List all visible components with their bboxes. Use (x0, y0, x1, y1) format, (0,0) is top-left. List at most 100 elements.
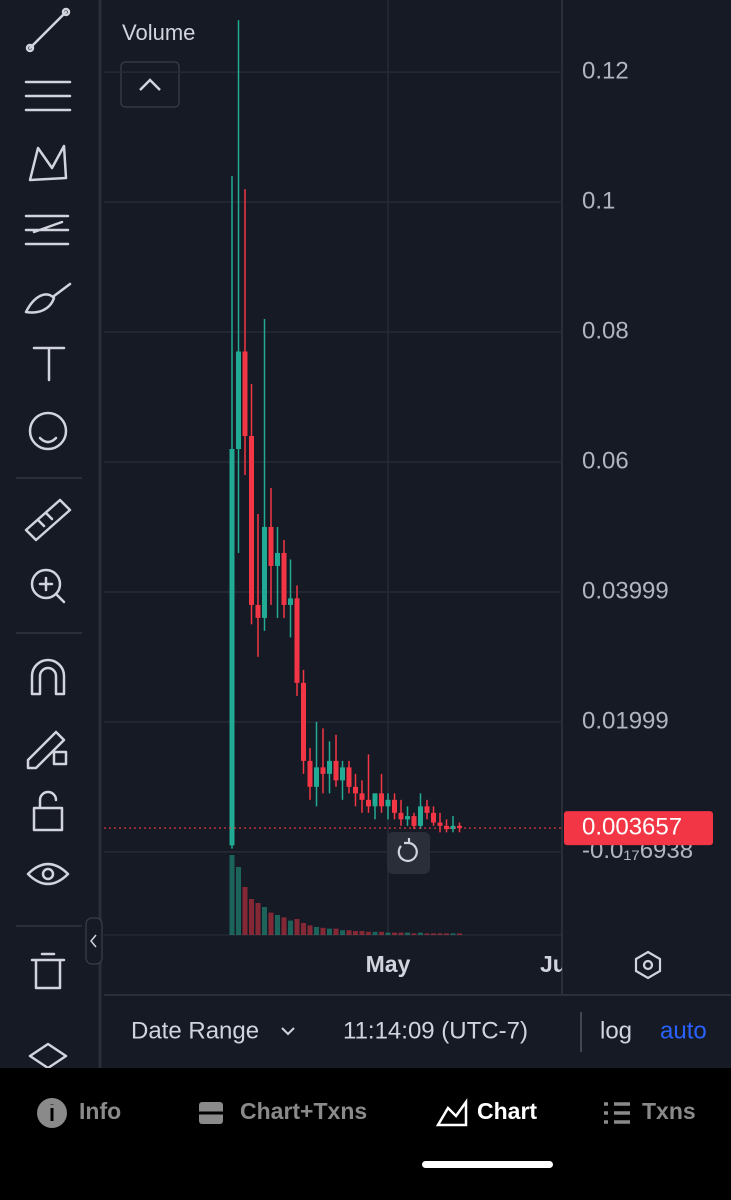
fib-tool[interactable] (24, 80, 72, 112)
volume-bar (262, 907, 267, 935)
auto-toggle[interactable]: auto (660, 1017, 707, 1044)
collapse-volume[interactable] (120, 61, 180, 108)
volume-bar (301, 923, 306, 935)
candle-body (372, 793, 378, 807)
volume-bar (392, 932, 397, 935)
volume-bar (346, 930, 352, 935)
volume-bar (353, 931, 358, 935)
y-tick-label: 0.12 (582, 57, 629, 84)
candle-body (340, 767, 345, 781)
volume-bar (431, 933, 436, 935)
volume-bar (450, 933, 456, 935)
dot (61, 7, 71, 17)
candle-body (450, 825, 456, 830)
tab-chart-txns[interactable]: Chart+Txns (240, 1098, 367, 1124)
smile (38, 436, 58, 444)
candle-body (301, 682, 306, 761)
candle-body (281, 552, 287, 605)
tab-bar (0, 1068, 731, 1200)
home-indicator (422, 1161, 553, 1168)
candle-body (379, 793, 384, 807)
zoom-plus (38, 576, 66, 604)
volume-bar (333, 928, 339, 935)
y-tick-label: 0.01999 (582, 707, 669, 734)
legend-label: Volume (122, 20, 195, 45)
candle-body (288, 598, 293, 605)
candle-body (262, 526, 267, 618)
candle-body (320, 767, 326, 774)
candle-body (333, 760, 339, 781)
candle-body (314, 767, 319, 787)
visibility-tool[interactable] (26, 862, 70, 886)
trend-line-tool[interactable] (28, 10, 68, 50)
lock-drawings-tool[interactable] (26, 730, 68, 770)
reset-button[interactable] (387, 832, 430, 874)
clock: 11:14:09 (UTC-7) (343, 1017, 528, 1044)
magnet-tool[interactable] (30, 658, 66, 696)
volume-bar (307, 925, 313, 935)
unlock-tool[interactable] (32, 790, 64, 832)
candle-body (359, 793, 365, 800)
volume-bar (359, 931, 365, 935)
chart-icon (435, 1098, 468, 1127)
zoom-tool[interactable] (30, 568, 62, 600)
candle-body (424, 806, 430, 813)
x-tick-label: May (366, 951, 411, 977)
log-toggle[interactable]: log (600, 1017, 632, 1044)
tab-chart[interactable]: Chart (477, 1098, 537, 1124)
volume-bar (340, 930, 345, 935)
collapse-toolbar[interactable] (85, 917, 103, 965)
tab-txns[interactable]: Txns (642, 1098, 696, 1124)
dot (25, 43, 35, 53)
settings-button[interactable] (634, 950, 662, 980)
candle-body (411, 816, 417, 826)
date-range-button[interactable]: Date Range (131, 1017, 259, 1044)
volume-bar (275, 915, 280, 935)
ruler-tool[interactable] (24, 498, 72, 542)
volume-bar (249, 899, 254, 935)
toolbar-divider (16, 477, 82, 927)
tab-info[interactable]: Info (79, 1098, 121, 1124)
candle-body (437, 822, 443, 826)
candle-body (242, 351, 248, 436)
candle-body (346, 767, 352, 787)
emoji-tool[interactable] (28, 411, 68, 451)
delete-tool[interactable] (30, 952, 66, 990)
volume-bar (418, 932, 423, 935)
volume-bar (242, 887, 248, 935)
volume-bar (398, 932, 404, 935)
pupil (41, 867, 55, 881)
candle-body (275, 552, 280, 566)
volume-bar (385, 932, 391, 935)
candle-body (418, 806, 423, 826)
plot (104, 0, 562, 935)
volume-bar (411, 933, 417, 935)
volume-bar (405, 932, 410, 935)
projection-tool[interactable] (24, 214, 70, 246)
volume-bar (320, 927, 326, 935)
candle-body (229, 448, 235, 846)
pattern-tool[interactable] (28, 144, 68, 182)
last-price-box (564, 811, 713, 846)
candle-body (327, 760, 332, 774)
volume-bar (294, 919, 300, 935)
volume-bar (437, 933, 443, 935)
y-tick-label: 0.08 (582, 317, 629, 344)
candle-body (236, 351, 241, 449)
candle-body (366, 799, 371, 807)
candle-body (457, 825, 462, 829)
volume-bar (424, 933, 430, 935)
candle-body (268, 526, 274, 566)
txns-icon (604, 1102, 630, 1124)
candle-body (392, 799, 397, 813)
layers-tool[interactable] (28, 1042, 68, 1070)
settings-dot (642, 959, 654, 971)
brush-tool[interactable] (24, 282, 72, 314)
toolbar-icons[interactable] (24, 7, 72, 1070)
text-tool[interactable] (32, 346, 66, 382)
y-tick-label: 0.1 (582, 187, 615, 214)
volume-bar (229, 855, 235, 935)
volume-bar (314, 927, 319, 935)
chevron (281, 1027, 295, 1036)
